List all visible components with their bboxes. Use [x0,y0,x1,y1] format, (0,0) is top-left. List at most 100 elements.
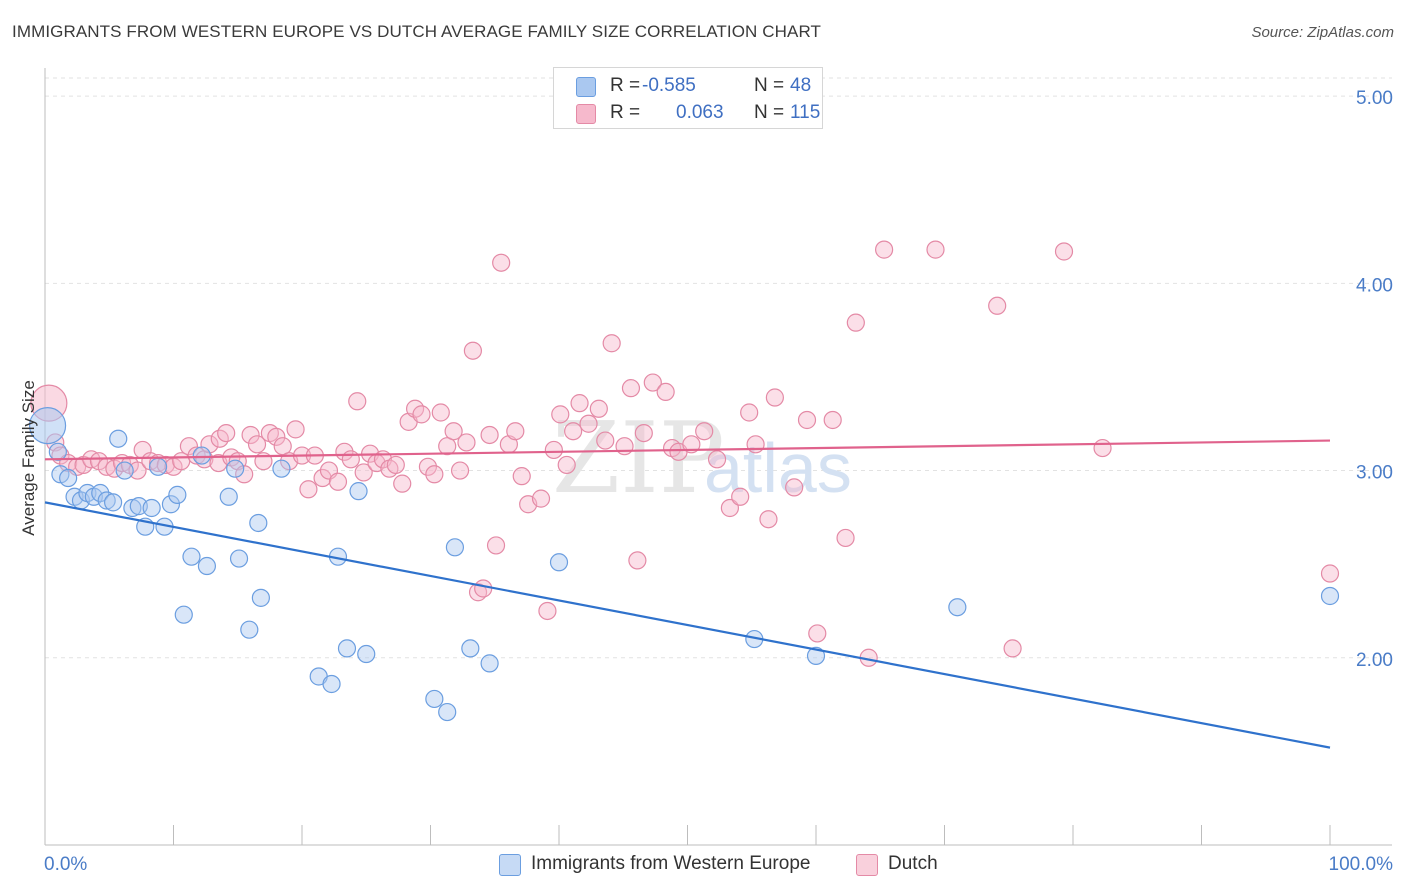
dutch-point [551,405,570,424]
dutch-point [579,414,598,433]
n-value: 48 [790,75,812,96]
immigrants-point [549,553,569,572]
immigrants-point [251,588,270,607]
immigrants-point [48,442,67,461]
immigrants-point [229,549,249,568]
series-legend: Immigrants from Western Europe Dutch [0,852,1406,878]
dutch-point [731,487,750,506]
immigrants-point [91,483,110,503]
watermark-atlas: atlas [704,429,852,507]
dutch-point [179,437,199,456]
dutch-point [628,551,647,570]
dutch-swatch [576,104,596,124]
legend-label: Immigrants from Western Europe [531,853,811,874]
immigrants-point [349,482,368,501]
dutch-point [328,472,348,491]
watermark-zip: ZIP [552,402,725,516]
immigrants-point [219,487,238,506]
immigrants-point [461,639,480,658]
dutch-point [412,405,431,424]
immigrants-legend-swatch [499,854,521,876]
dutch-point [746,435,765,454]
dutch-point [823,410,842,430]
n-label: N = [754,102,785,123]
grid-lines [45,77,1392,659]
immigrants-point [148,457,168,476]
stats-legend: R = -0.585 N = 48 R = 0.063 N = 115 [553,67,823,129]
immigrants-point [97,491,116,510]
n-value: 115 [790,102,821,123]
y-tick-label: 4.00 [1356,275,1393,296]
dutch-point [720,498,740,518]
dutch-point [444,422,463,441]
dutch-point [621,379,641,398]
legend-label: Dutch [888,853,938,874]
dutch-point [267,427,286,446]
immigrants-point [142,498,161,518]
dutch-point [988,296,1007,315]
immigrants-point [104,493,123,512]
immigrants-point [109,429,128,448]
dutch-point [286,420,305,439]
dutch-point [457,433,476,452]
x-tick-label: 100.0% [1329,854,1394,875]
immigrants-point [174,605,193,624]
dutch-point [797,410,817,430]
dutch-point [217,423,236,443]
dutch-point [1003,639,1022,658]
immigrants-point [445,538,465,557]
immigrants-point [480,654,499,673]
dutch-point [615,437,634,456]
dutch-legend-swatch [856,854,878,876]
immigrants-points [28,407,1340,722]
dutch-point [570,394,589,413]
immigrants-point [337,639,357,658]
dutch-point [273,437,292,456]
dutch-point [506,422,525,441]
dutch-point [846,313,865,332]
dutch-point [596,431,615,450]
immigrants-point [357,644,376,664]
trend-lines [44,439,1331,749]
dutch-point [341,450,360,469]
dutch-point [480,425,499,445]
dutch-point [544,440,563,460]
dutch-point [557,455,576,475]
immigrants-swatch [576,77,596,97]
immigrants-point [59,468,78,488]
dutch-point [538,601,557,621]
dutch-point [247,435,267,454]
dutch-point [474,579,493,598]
dutch-point [386,455,405,475]
dutch-point [450,461,470,480]
dutch-point [431,403,450,422]
dutch-point [602,334,621,353]
dutch-point [634,423,653,443]
dutch-point [682,435,701,454]
dutch-point [348,392,367,411]
r-label: R = [610,75,641,96]
dutch-point [765,388,784,407]
immigrants-point [115,461,134,480]
dutch-point [531,489,551,508]
tick-labels: 2.00 3.00 4.00 5.00 0.0% 100.0% [44,88,1393,875]
immigrants-point [161,495,181,514]
x-tick-label: 0.0% [44,854,87,875]
y-tick-label: 5.00 [1356,88,1393,109]
dutch-point [418,457,438,476]
immigrants-point [1320,586,1340,606]
immigrants-point [272,459,291,478]
r-value: 0.063 [676,102,724,123]
dutch-point [313,468,332,488]
dutch-point [695,422,714,441]
dutch-point [740,403,759,422]
immigrants-point [948,598,967,617]
dutch-point [492,253,511,272]
source-label: Source: ZipAtlas.com [1251,24,1394,41]
immigrants-point [806,646,826,665]
dutch-point [512,467,531,486]
n-label: N = [754,75,785,96]
dutch-point [1093,438,1112,458]
dutch-point [299,480,318,499]
immigrants-point [240,620,259,639]
